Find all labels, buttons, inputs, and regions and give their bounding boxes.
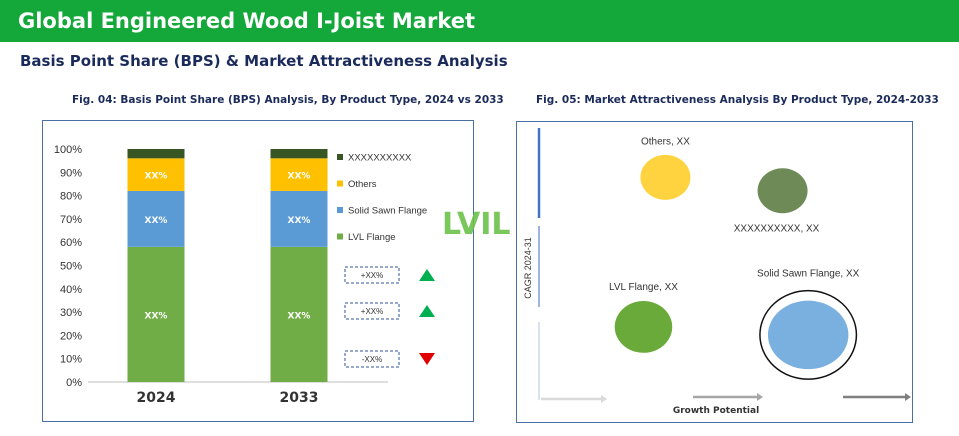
bar-segment [127,190,185,247]
bar-data-label: XX% [145,216,168,226]
y-tick-label: 80% [60,191,82,203]
arrow-head-icon [757,393,763,401]
bps-change-box [344,350,400,368]
bar-data-label: XX% [145,311,168,321]
page-title: Global Engineered Wood I-Joist Market [18,9,476,33]
down-arrow-icon [419,353,435,365]
y-axis-label: CAGR 2024-31 [523,237,533,299]
bps-change-box [344,266,400,284]
attractiveness-chart: Growth Potential CAGR 2024-31 Others, XX XX… [523,128,911,416]
up-arrow-icon [419,269,435,281]
y-tick-label: 70% [60,214,82,226]
bps-change-label: -XX% [362,355,382,364]
bubble-label: LVL Flange, XX [609,282,678,293]
legend-label: Solid Sawn Flange [348,206,427,217]
x-category-label: 2033 [280,390,319,406]
highlight-ring [759,289,858,380]
company-logo: LVIL [442,207,510,242]
legend-swatch [337,233,343,240]
y-tick-label: 0% [66,377,82,389]
bubble-label: Solid Sawn Flange, XX [757,269,860,280]
arrow-head-icon [905,393,911,401]
bar-data-label: XX% [288,216,311,226]
y-tick-label: 30% [60,307,82,319]
bar-segment [270,158,328,191]
bar-segment [127,149,185,159]
bar-segment [270,190,328,247]
page-subtitle: Basis Point Share (BPS) & Market Attract… [20,52,508,70]
fig4-title: Fig. 04: Basis Point Share (BPS) Analysi… [72,94,504,106]
y-tick-label: 50% [60,261,82,273]
bar-data-label: XX% [288,172,311,182]
bar-data-label: XX% [145,172,168,182]
bar-segment [270,246,328,382]
logo-text: LVIL [442,207,510,242]
bubble [614,301,673,353]
bubble [640,154,691,200]
bubble [757,168,808,214]
bar-segment [270,149,328,159]
y-tick-label: 90% [60,167,82,179]
y-tick-label: 20% [60,330,82,342]
bps-change-label: +XX% [361,271,383,280]
bubble-label: Others, XX [641,136,690,147]
bps-chart-panel: 0% 10% 20% 30% 40% 50% 60% 70% 80% 90% 100% XX% XX% X… [42,120,474,422]
bar-data-label: XX% [288,311,311,321]
page-title-banner: Global Engineered Wood I-Joist Market [0,0,959,42]
y-tick-label: 40% [60,284,82,296]
fig5-title: Fig. 05: Market Attractiveness Analysis … [536,94,939,106]
up-arrow-icon [419,305,435,317]
legend-swatch [337,207,343,213]
bps-change-box [344,302,400,320]
bubble [767,300,849,370]
x-category-label: 2024 [137,390,176,406]
y-tick-label: 100% [54,144,82,156]
bar-segment [127,158,185,191]
bps-chart: 0% 10% 20% 30% 40% 50% 60% 70% 80% 90% 100% XX% XX% X… [54,144,435,406]
legend-swatch [337,180,343,187]
legend-label: LVL Flange [348,232,396,243]
legend-swatch [337,154,343,160]
bar-segment [127,246,185,382]
y-tick-label: 60% [60,237,82,249]
bubble-label: XXXXXXXXXX, XX [734,224,820,235]
attractiveness-chart-panel: Growth Potential CAGR 2024-31 Others, XX XX… [516,121,913,423]
y-tick-label: 10% [60,354,82,366]
arrow-head-icon [601,395,607,403]
legend-label: XXXXXXXXXX [348,153,412,164]
bps-change-label: +XX% [361,307,383,316]
legend-label: Others [348,179,377,190]
x-axis-label: Growth Potential [673,406,759,416]
